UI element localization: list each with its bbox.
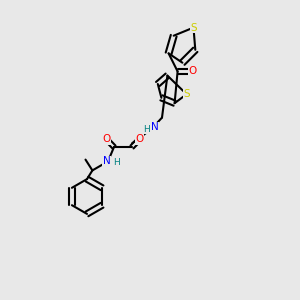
- Text: S: S: [190, 22, 197, 33]
- Text: N: N: [151, 122, 158, 133]
- Text: O: O: [102, 134, 111, 144]
- Text: O: O: [135, 134, 144, 144]
- Text: N: N: [103, 156, 110, 167]
- Text: H: H: [143, 124, 149, 134]
- Text: S: S: [183, 89, 190, 99]
- Text: H: H: [113, 158, 120, 167]
- Text: O: O: [189, 66, 197, 76]
